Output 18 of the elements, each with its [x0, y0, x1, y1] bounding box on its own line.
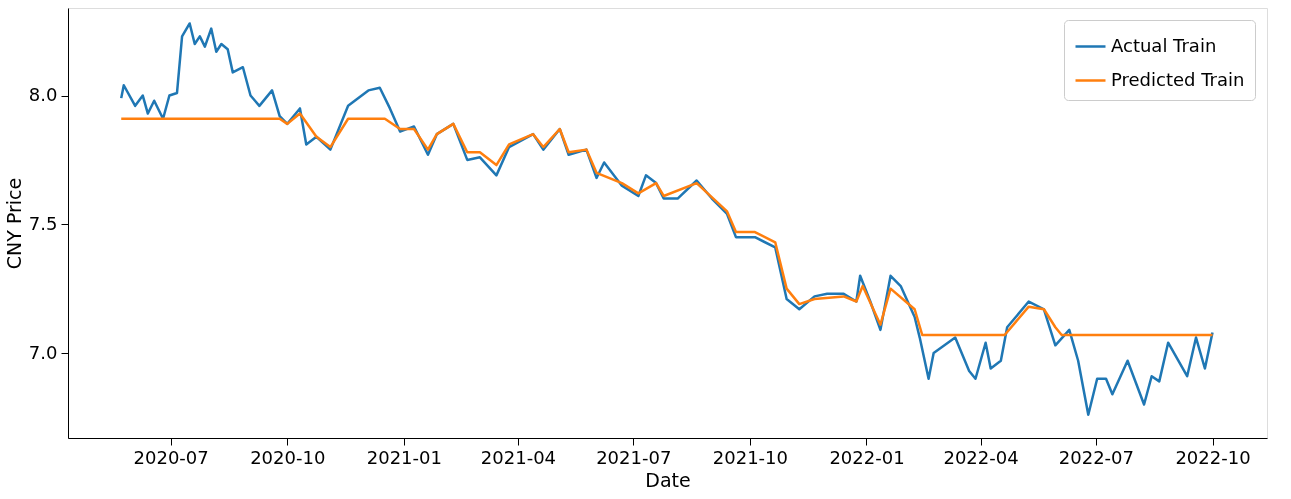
x-tick-label: 2021-07 [596, 446, 672, 468]
y-axis-title: CNY Price [2, 177, 25, 270]
x-tick-label: 2022-07 [1058, 446, 1134, 468]
x-tick-label: 2022-04 [943, 446, 1019, 468]
x-tick-label: 2021-10 [712, 446, 788, 468]
y-tick-label: 7.0 [28, 341, 58, 363]
legend-label: Actual Train [1111, 34, 1217, 56]
x-tick-label: 2020-07 [133, 446, 209, 468]
y-tick-label: 7.5 [28, 212, 58, 234]
line-series [119, 112, 1214, 337]
y-tick-label: 8.0 [28, 84, 58, 106]
x-axis-title: Date [645, 468, 691, 491]
x-tick-label: 2022-10 [1175, 446, 1251, 468]
x-tick-label: 2022-01 [829, 446, 905, 468]
legend-label: Predicted Train [1111, 68, 1245, 90]
x-tick-label: 2021-04 [480, 446, 557, 468]
x-tick-label: 2020-10 [250, 446, 326, 468]
x-tick-label: 2021-01 [366, 446, 442, 468]
